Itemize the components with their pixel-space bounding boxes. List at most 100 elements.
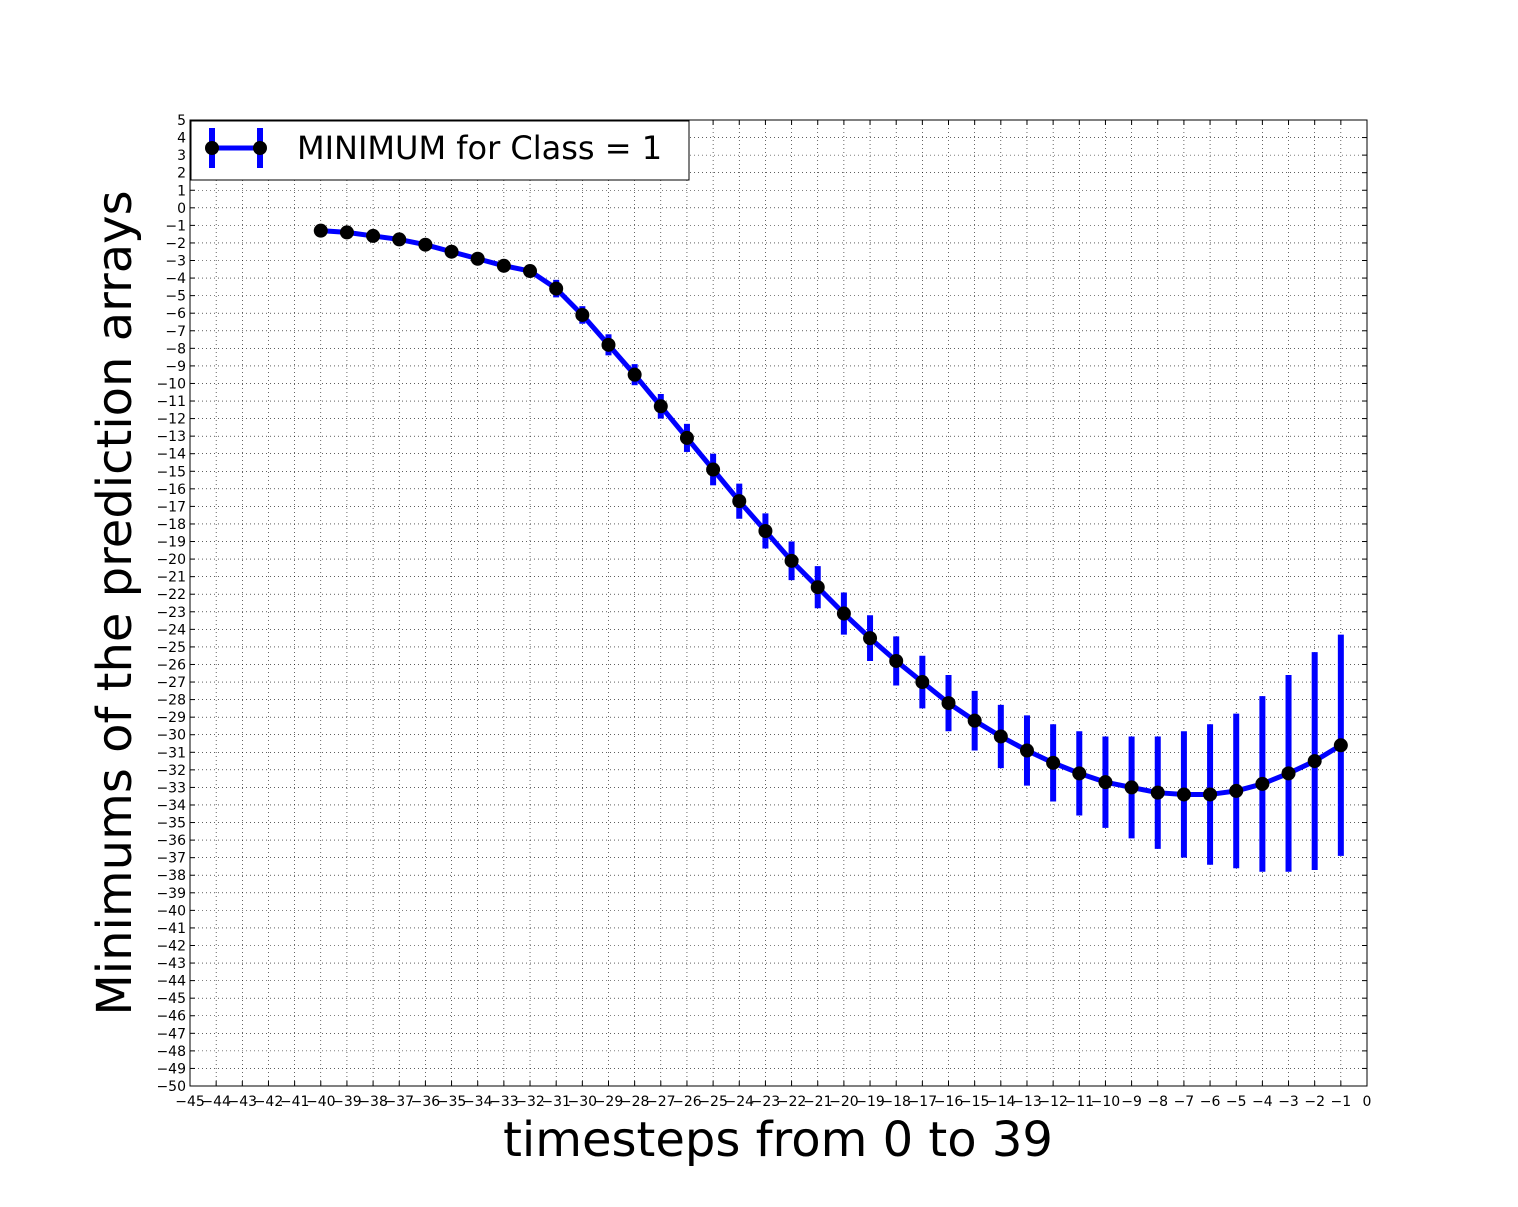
legend-box (190, 120, 690, 181)
x-tick-label: −42 (254, 1094, 284, 1110)
data-point (706, 462, 721, 477)
y-tick-label: −6 (165, 306, 186, 322)
x-tick-label: −20 (829, 1094, 859, 1110)
x-tick-label: −2 (1304, 1094, 1325, 1110)
y-tick-label: −11 (156, 394, 186, 410)
y-tick-label: −13 (156, 429, 186, 445)
data-point (1124, 780, 1139, 795)
y-tick-label: −32 (156, 763, 186, 779)
x-tick-label: −15 (960, 1094, 990, 1110)
legend-marker-sample (205, 141, 219, 155)
data-point (1046, 755, 1061, 770)
y-tick-label: −22 (156, 587, 186, 603)
y-tick-label: −14 (156, 447, 186, 463)
x-tick-label: −8 (1147, 1094, 1168, 1110)
y-tick-label: −27 (156, 675, 186, 691)
y-tick-label: −10 (156, 376, 186, 392)
x-tick-label: −18 (881, 1094, 911, 1110)
x-tick-label: −13 (1012, 1094, 1042, 1110)
y-tick-label: −15 (156, 464, 186, 480)
x-tick-label: −26 (672, 1094, 702, 1110)
y-tick-label: −50 (156, 1079, 186, 1095)
data-point (1072, 766, 1087, 781)
data-series (313, 223, 1348, 872)
data-point (418, 237, 433, 252)
grid (189, 119, 1368, 1087)
y-tick-label: −20 (156, 552, 186, 568)
x-tick-label: −25 (698, 1094, 728, 1110)
y-tick-label: −5 (165, 289, 186, 305)
y-tick-label: −41 (156, 921, 186, 937)
y-tick-label: −4 (165, 271, 186, 287)
x-tick-label: −37 (384, 1094, 414, 1110)
x-tick-label: −39 (332, 1094, 362, 1110)
data-point (470, 251, 485, 266)
data-point (993, 729, 1008, 744)
y-tick-label: −1 (165, 218, 186, 234)
x-tick-label: −5 (1226, 1094, 1247, 1110)
x-tick-label: −30 (568, 1094, 598, 1110)
x-tick-label: −43 (228, 1094, 258, 1110)
data-point (653, 399, 668, 414)
x-tick-label: −14 (986, 1094, 1016, 1110)
y-tick-label: −3 (165, 254, 186, 270)
x-tick-label: −35 (437, 1094, 467, 1110)
data-point (784, 553, 799, 568)
data-point (967, 713, 982, 728)
y-tick-label: −47 (156, 1026, 186, 1042)
x-tick-label: −28 (620, 1094, 650, 1110)
x-tick-label: −11 (1065, 1094, 1095, 1110)
y-tick-label: −26 (156, 657, 186, 673)
y-tick-label: −33 (156, 780, 186, 796)
x-tick-label: −31 (541, 1094, 571, 1110)
data-point (366, 228, 381, 243)
y-tick-label: −45 (156, 991, 186, 1007)
y-tick-label: −44 (156, 974, 186, 990)
data-point (1333, 738, 1348, 753)
y-tick-label: −17 (156, 499, 186, 515)
data-point (941, 696, 956, 711)
data-point (1150, 785, 1165, 800)
y-tick-label: −36 (156, 833, 186, 849)
x-tick-label: −17 (908, 1094, 938, 1110)
data-point (575, 307, 590, 322)
x-tick-label: −21 (803, 1094, 833, 1110)
x-tick-label: −44 (201, 1094, 231, 1110)
x-tick-label: 0 (1363, 1094, 1372, 1110)
y-tick-label: −9 (165, 359, 186, 375)
x-tick-label: −38 (358, 1094, 388, 1110)
y-tick-label: 0 (177, 201, 186, 217)
data-point (1229, 783, 1244, 798)
y-axis-label: Minimums of the prediction arrays (87, 190, 143, 1015)
y-tick-label: −18 (156, 517, 186, 533)
legend-marker-sample (253, 141, 267, 155)
data-point (627, 367, 642, 382)
y-tick-label: 2 (177, 166, 186, 182)
y-tick-label: −12 (156, 412, 186, 428)
data-point (1019, 743, 1034, 758)
y-tick-label: −19 (156, 535, 186, 551)
data-point (915, 675, 930, 690)
data-point (1281, 766, 1296, 781)
data-point (1307, 754, 1322, 769)
y-tick-label: −34 (156, 798, 186, 814)
y-tick-label: −2 (165, 236, 186, 252)
data-point (496, 258, 511, 273)
x-tick-label: −34 (463, 1094, 493, 1110)
x-tick-label: −33 (489, 1094, 519, 1110)
data-point (523, 264, 538, 279)
y-tick-label: −30 (156, 728, 186, 744)
x-tick-label: −29 (594, 1094, 624, 1110)
x-tick-label: −45 (175, 1094, 205, 1110)
y-tick-label: −7 (165, 324, 186, 340)
x-tick-label: −4 (1252, 1094, 1273, 1110)
x-tick-label: −1 (1331, 1094, 1352, 1110)
data-point (1203, 787, 1218, 802)
series-line (320, 228, 1343, 797)
x-tick-label: −10 (1091, 1094, 1121, 1110)
y-tick-label: −39 (156, 886, 186, 902)
x-tick-label: −19 (855, 1094, 885, 1110)
data-point (758, 523, 773, 538)
y-tick-label: −24 (156, 622, 186, 638)
series-group (313, 223, 1348, 872)
